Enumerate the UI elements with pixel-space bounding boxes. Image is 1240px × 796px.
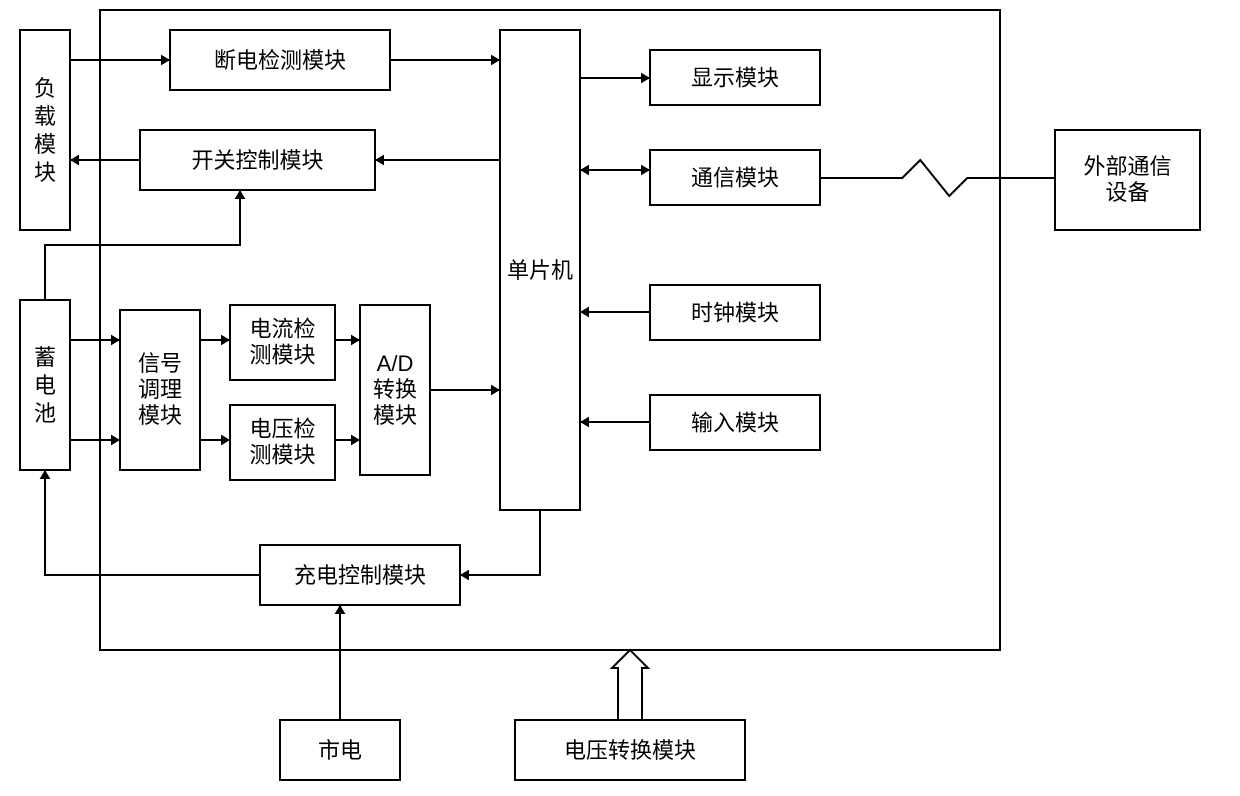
power_off-label: 断电检测模块	[214, 48, 346, 73]
clock-label: 时钟模块	[691, 301, 779, 326]
load-box	[20, 30, 70, 230]
ext_comm-label: 外部通信	[1083, 154, 1171, 179]
input-label: 输入模块	[691, 411, 779, 436]
load-label: 块	[34, 160, 56, 185]
load-label: 模	[34, 132, 56, 157]
display-label: 显示模块	[691, 66, 779, 91]
switch-label: 开关控制模块	[191, 148, 323, 173]
current-label: 测模块	[249, 343, 315, 368]
voltage-label: 测模块	[249, 443, 315, 468]
signal-label: 信号	[138, 351, 182, 376]
charge-label: 充电控制模块	[294, 563, 426, 588]
signal-label: 模块	[138, 403, 182, 428]
hollow-arrow	[612, 650, 648, 720]
voltage-label: 电压检	[249, 417, 315, 442]
ad-label: 转换	[373, 377, 417, 402]
load-label: 负	[34, 76, 56, 101]
signal-label: 调理	[138, 377, 182, 402]
ad-label: 模块	[373, 403, 417, 428]
comm-label: 通信模块	[691, 166, 779, 191]
block-diagram: 负载模块蓄电池断电检测模块开关控制模块信号调理模块电流检测模块电压检测模块A/D…	[0, 0, 1240, 796]
battery-label: 电	[34, 373, 56, 398]
mains-label: 市电	[318, 738, 362, 763]
mcu-label: 单片机	[507, 258, 573, 283]
ad-label: A/D	[377, 351, 414, 376]
battery-label: 蓄	[34, 345, 56, 370]
load-label: 载	[34, 104, 56, 129]
battery-label: 池	[34, 401, 56, 426]
volt_conv-label: 电压转换模块	[564, 738, 696, 763]
ext_comm-label: 设备	[1105, 180, 1149, 205]
current-label: 电流检	[249, 317, 315, 342]
